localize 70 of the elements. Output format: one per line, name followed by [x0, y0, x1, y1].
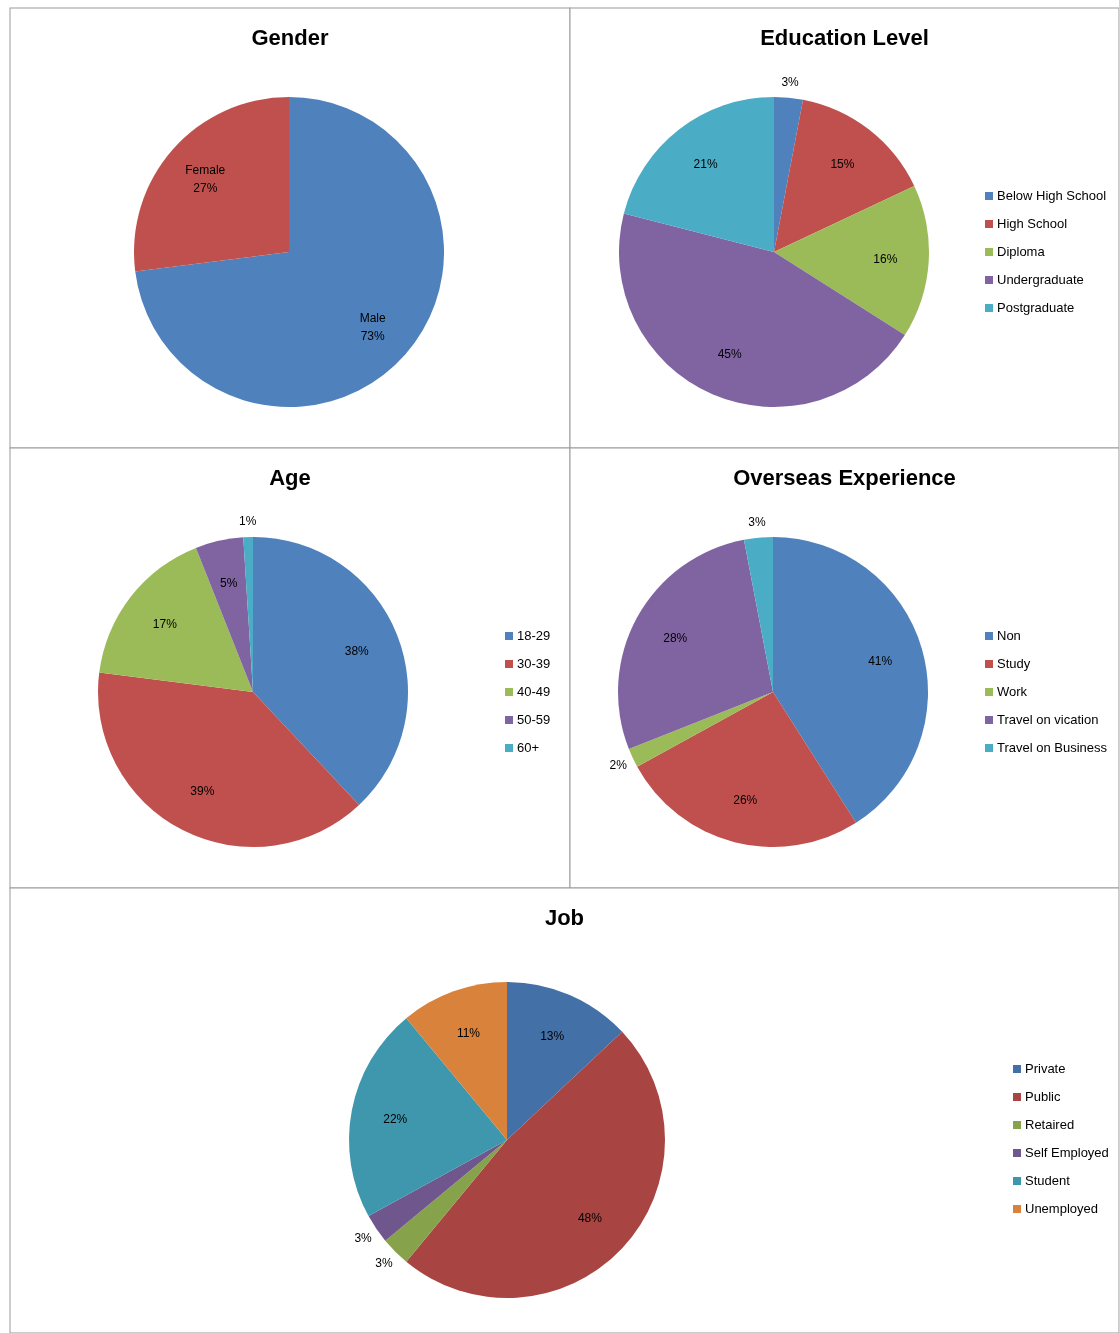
pie-slice — [98, 672, 360, 847]
legend-label: 50-59 — [517, 712, 551, 727]
legend-label: Public — [1025, 1089, 1061, 1104]
data-label: 11% — [456, 1025, 481, 1040]
data-label: 28% — [663, 631, 688, 646]
legend-label: Self Employed — [1025, 1145, 1109, 1160]
data-label: 39% — [190, 784, 215, 799]
legend-label: Travel on Business — [997, 740, 1108, 755]
pie-slice — [743, 537, 773, 692]
legend-label: 40-49 — [517, 684, 551, 699]
data-label: 27% — [193, 181, 218, 196]
legend-label: Student — [1025, 1173, 1071, 1188]
chart-title: Education Level — [760, 25, 929, 50]
pie-slice — [135, 97, 444, 407]
legend-label: Unemployed — [1025, 1201, 1098, 1216]
slice-label: Female — [185, 163, 226, 178]
chart-title: Job — [544, 905, 585, 930]
data-label: 26% — [733, 793, 758, 808]
pie-slice — [195, 537, 253, 692]
slice-label: Male — [359, 310, 387, 325]
legend-label: High School — [997, 216, 1068, 231]
pie-slice — [774, 97, 804, 252]
pie-slice — [628, 692, 773, 767]
legend-label: Below High School — [997, 188, 1107, 203]
legend-label: Retaired — [1025, 1117, 1075, 1132]
data-label: 2% — [609, 757, 628, 772]
pie-slice — [774, 99, 915, 252]
legend-label: Work — [997, 684, 1028, 699]
pie-slice — [406, 982, 507, 1140]
data-label: 17% — [152, 616, 178, 631]
data-label: 48% — [577, 1210, 603, 1225]
data-label: 16% — [873, 252, 898, 267]
data-label: 73% — [360, 328, 386, 343]
chart-title: Age — [269, 465, 311, 490]
data-label: 3% — [375, 1256, 393, 1271]
legend-label: 30-39 — [517, 656, 551, 671]
legend-label: 18-29 — [517, 628, 551, 643]
data-label: 21% — [693, 156, 718, 171]
legend-label: Non — [997, 628, 1021, 643]
legend-label: Private — [1025, 1061, 1066, 1076]
data-label: 45% — [717, 347, 743, 362]
pie-slice — [507, 982, 623, 1140]
legend-label: Undergraduate — [997, 272, 1084, 287]
legend-label: 60+ — [517, 740, 540, 755]
pie-slice — [134, 97, 289, 272]
data-label: 22% — [383, 1111, 408, 1126]
pie-slice — [773, 537, 928, 823]
pie-slice — [349, 1018, 507, 1217]
pie-slice — [99, 547, 253, 692]
pie-slice — [253, 537, 408, 805]
pie-slice — [623, 97, 774, 252]
pie-slice — [774, 186, 929, 336]
data-label: 1% — [238, 514, 257, 529]
data-label: 41% — [868, 653, 893, 668]
data-label: 3% — [748, 514, 766, 529]
legend-label: Study — [997, 656, 1031, 671]
data-label: 13% — [540, 1028, 565, 1043]
data-label: 5% — [219, 576, 238, 591]
legend-label: Diploma — [997, 244, 1046, 259]
data-label: 3% — [354, 1230, 373, 1245]
chart-title: Overseas Experience — [733, 465, 956, 490]
data-label: 3% — [781, 74, 800, 89]
data-label: 38% — [344, 643, 370, 658]
pie-slice — [619, 213, 905, 407]
legend-label: Travel on vication — [997, 712, 1099, 727]
chart-title: Gender — [251, 25, 329, 50]
pie-slice — [637, 692, 857, 847]
data-label: 15% — [830, 156, 855, 171]
pie-slice — [618, 539, 773, 750]
legend-label: Postgraduate — [997, 300, 1075, 315]
